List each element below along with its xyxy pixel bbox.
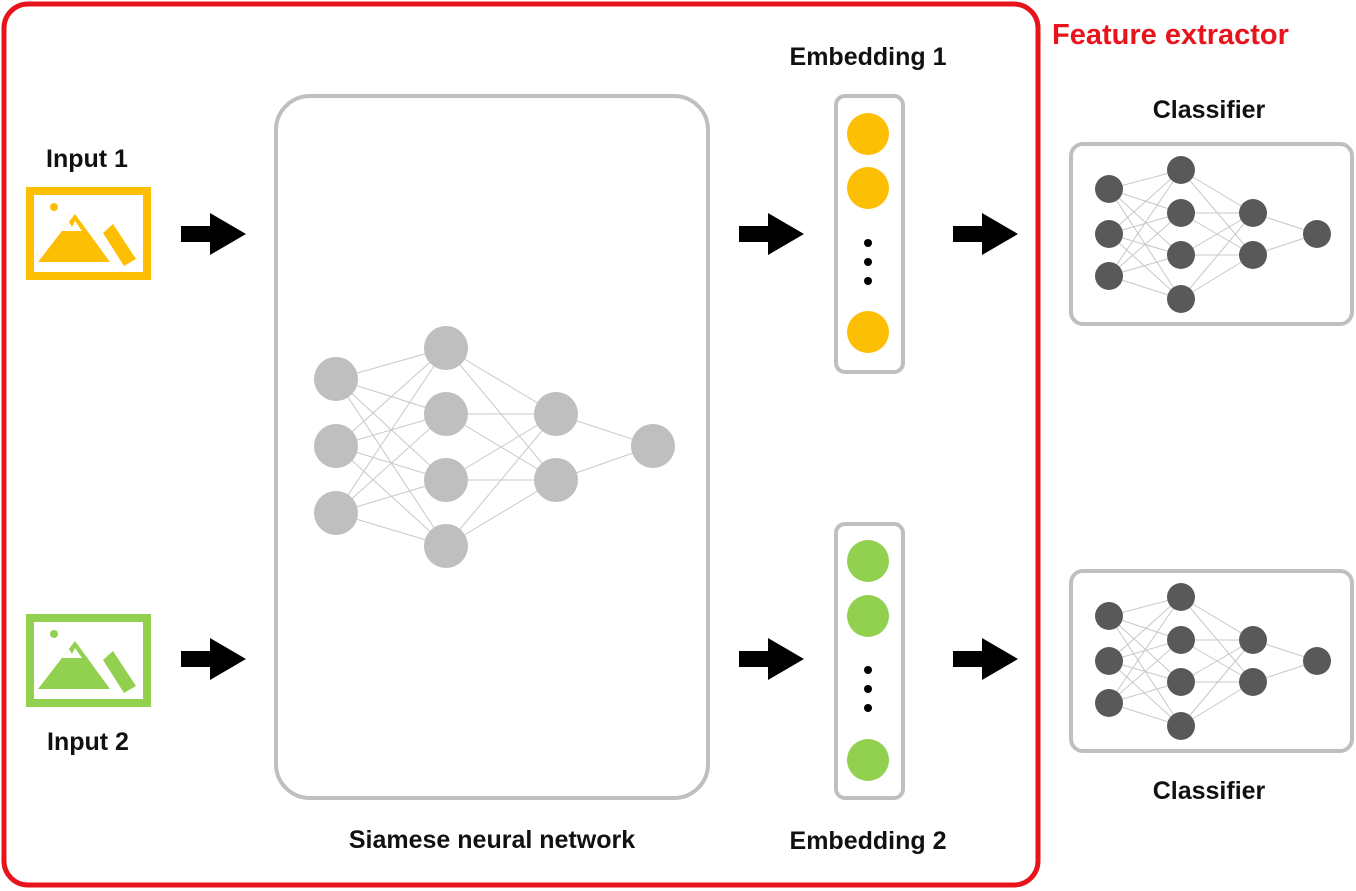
classifier-top-edge	[1108, 212, 1182, 277]
siamese-network-node	[314, 491, 358, 535]
embedding-1-node	[847, 167, 889, 209]
siamese-network-node	[424, 392, 468, 436]
classifier-top-node	[1095, 262, 1123, 290]
classifier-bottom-edge	[1108, 615, 1182, 683]
input-2-image-icon	[26, 614, 151, 707]
siamese-network-node	[314, 424, 358, 468]
classifier-top-edge	[1108, 169, 1182, 277]
classifier-bottom-node	[1095, 602, 1123, 630]
classifier-top-panel	[1069, 142, 1354, 326]
input-1-image-icon	[26, 187, 151, 280]
classifier-bottom-edge	[1108, 639, 1182, 704]
embedding-1-panel	[834, 94, 905, 374]
classifier-bottom-edge	[1180, 681, 1254, 727]
classifier-top-edge	[1108, 188, 1182, 256]
classifier-top-node	[1095, 220, 1123, 248]
classifier-top-node	[1167, 285, 1195, 313]
classifier-bottom-node	[1167, 668, 1195, 696]
embedding-2-label: Embedding 2	[790, 827, 947, 855]
classifier-top-node	[1239, 241, 1267, 269]
classifier-top-edge	[1108, 233, 1182, 300]
arrow-icon-embedding-2-in	[739, 638, 804, 680]
classifier-bottom-label: Classifier	[1153, 777, 1266, 805]
siamese-network-panel	[274, 94, 710, 800]
vertical-ellipsis-icon	[864, 239, 872, 285]
classifier-top-graph	[1095, 156, 1331, 313]
classifier-top-node	[1167, 199, 1195, 227]
classifier-top-label: Classifier	[1153, 96, 1266, 124]
classifier-bottom-edge	[1108, 596, 1182, 662]
classifier-top-node	[1167, 241, 1195, 269]
classifier-bottom-node	[1167, 583, 1195, 611]
classifier-bottom-node	[1239, 626, 1267, 654]
classifier-bottom-node	[1303, 647, 1331, 675]
siamese-network-node	[631, 424, 675, 468]
arrow-icon-classifier-2-in	[953, 638, 1018, 680]
classifier-bottom-node	[1095, 689, 1123, 717]
embedding-1-node	[847, 311, 889, 353]
classifier-bottom-node	[1239, 668, 1267, 696]
siamese-network-node	[534, 458, 578, 502]
embedding-1-node	[847, 113, 889, 155]
siamese-network-label: Siamese neural network	[349, 826, 635, 854]
siamese-network-node	[424, 524, 468, 568]
siamese-network-node	[534, 392, 578, 436]
siamese-network-edge	[335, 413, 447, 514]
arrow-icon-input-1	[181, 213, 246, 255]
classifier-bottom-edge	[1108, 596, 1182, 704]
siamese-network-node	[424, 326, 468, 370]
classifier-bottom-node	[1167, 712, 1195, 740]
classifier-bottom-graph	[1095, 583, 1331, 740]
classifier-bottom-edge	[1180, 639, 1254, 727]
classifier-bottom-edge	[1108, 660, 1182, 727]
embedding-2-node	[847, 540, 889, 582]
classifier-top-node	[1303, 220, 1331, 248]
feature-extractor-label: Feature extractor	[1052, 19, 1289, 51]
classifier-top-edge	[1180, 212, 1254, 300]
siamese-network-graph	[314, 326, 675, 568]
classifier-bottom-panel	[1069, 569, 1354, 753]
siamese-network-edge	[335, 347, 447, 447]
embedding-2-panel	[834, 522, 905, 800]
feature-extractor-frame	[1, 1, 1041, 888]
input-1-label: Input 1	[46, 145, 128, 173]
classifier-bottom-node	[1167, 626, 1195, 654]
classifier-top-node	[1239, 199, 1267, 227]
embedding-1-label: Embedding 1	[790, 43, 947, 71]
arrow-icon-embedding-1-in	[739, 213, 804, 255]
classifier-top-edge	[1108, 169, 1182, 235]
arrow-icon-input-2	[181, 638, 246, 680]
vertical-ellipsis-icon	[864, 666, 872, 712]
siamese-network-edge	[445, 413, 557, 547]
embedding-2-node	[847, 739, 889, 781]
siamese-network-node	[314, 357, 358, 401]
arrow-icon-classifier-1-in	[953, 213, 1018, 255]
classifier-top-edge	[1180, 254, 1254, 300]
input-2-label: Input 2	[47, 728, 129, 756]
classifier-top-node	[1095, 175, 1123, 203]
embedding-2-node	[847, 595, 889, 637]
classifier-top-node	[1167, 156, 1195, 184]
siamese-network-edge	[335, 347, 447, 514]
siamese-network-node	[424, 458, 468, 502]
classifier-bottom-node	[1095, 647, 1123, 675]
